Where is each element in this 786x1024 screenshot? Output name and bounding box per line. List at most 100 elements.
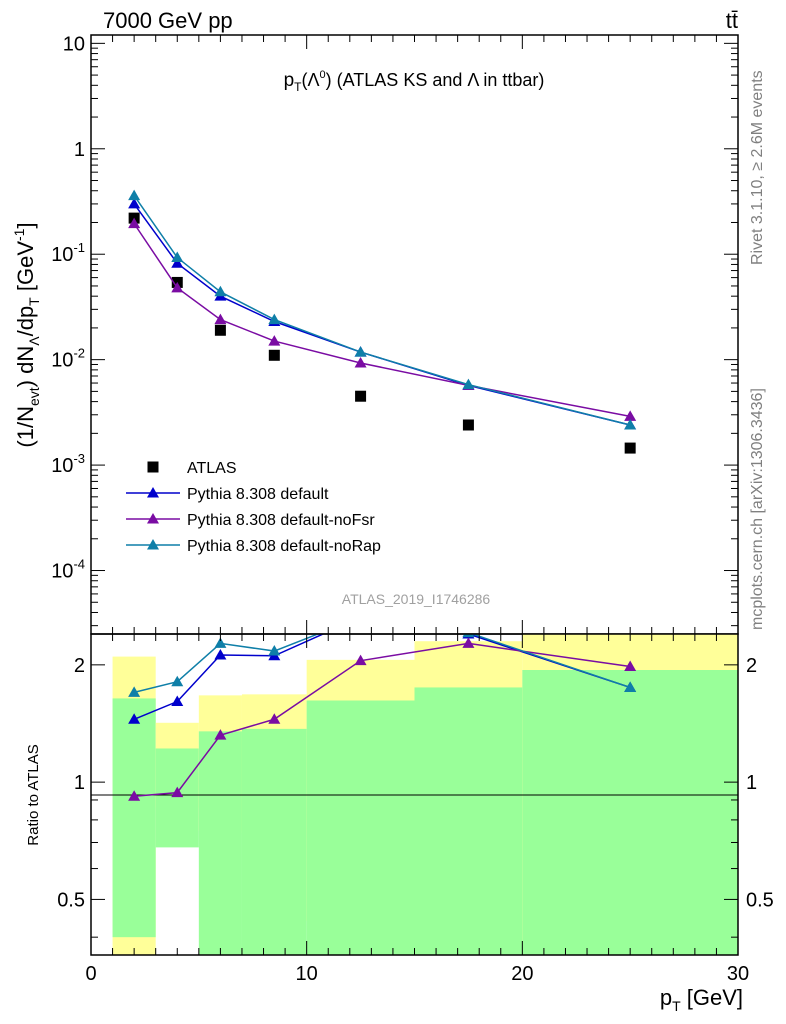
legend-entry: Pythia 8.308 default-noFsr xyxy=(126,512,375,529)
main-data-point xyxy=(171,257,184,268)
ratio-series-group xyxy=(128,611,637,801)
main-y-tick-label: 10 xyxy=(63,33,85,55)
main-y-ticks: 10 1 10-1 10-2 10-3 10-4 xyxy=(51,33,738,627)
ratio-band-green xyxy=(522,670,738,955)
main-data-point xyxy=(624,442,636,454)
ratio-data-point xyxy=(462,637,475,648)
main-data-point xyxy=(214,324,226,336)
legend-label: Pythia 8.308 default-noFsr xyxy=(187,512,375,529)
ratio-data-point xyxy=(624,660,637,672)
legend-entry: ATLAS xyxy=(147,460,237,477)
ratio-y-tick-label-left: 2 xyxy=(74,655,85,677)
ratio-data-point xyxy=(171,675,184,687)
analysis-id-label: ATLAS_2019_I1746286 xyxy=(342,591,491,607)
main-panel: 10 1 10-1 10-2 10-3 10-4 pT(Λ0) (ATLAS KS and… xyxy=(11,33,739,635)
x-tick-label: 0 xyxy=(85,963,96,985)
ratio-data-point xyxy=(171,786,184,798)
ratio-y-tick-label-left: 0.5 xyxy=(57,889,85,911)
main-y-tick-label: 10-3 xyxy=(51,451,85,477)
ratio-band-green xyxy=(155,748,199,848)
ratio-data-point xyxy=(128,713,141,724)
main-y-tick-label: 10-1 xyxy=(51,240,85,266)
main-data-point xyxy=(128,197,141,209)
legend: ATLAS Pythia 8.308 default Pythia 8.308 de… xyxy=(126,460,381,555)
header-process-label: tt̄ xyxy=(726,8,738,33)
main-y-tick-label: 10-2 xyxy=(51,346,85,372)
ratio-data-point xyxy=(214,648,227,660)
rivet-version-label: Rivet 3.1.10, ≥ 2.6M events xyxy=(749,70,766,265)
main-data-point xyxy=(354,346,367,357)
main-data-point xyxy=(268,335,281,346)
ratio-data-point xyxy=(355,611,367,622)
ratio-data-point xyxy=(214,729,227,740)
main-data-point xyxy=(128,217,141,229)
header-energy-label: 7000 GeV pp xyxy=(103,8,233,33)
x-tick-label: 30 xyxy=(727,963,749,985)
legend-label: Pythia 8.308 default xyxy=(187,486,329,503)
ratio-y-tick-label-right: 2 xyxy=(746,655,757,677)
ratio-data-point xyxy=(128,686,141,697)
legend-label: ATLAS xyxy=(187,460,237,477)
main-y-axis-label: (1/Nevt) dNΛ/dpT [GeV-1] xyxy=(11,222,42,447)
ratio-data-point xyxy=(624,681,637,692)
legend-label: Pythia 8.308 default-noRap xyxy=(187,538,381,555)
main-data-point xyxy=(462,419,474,431)
legend-marker xyxy=(147,513,159,524)
ratio-band-green xyxy=(241,728,307,955)
ratio-panel: 0.5 0.5 1 1 2 2 Ratio to ATLAS xyxy=(25,611,774,956)
ratio-y-ticks: 0.5 0.5 1 1 2 2 xyxy=(57,655,774,938)
legend-marker xyxy=(147,487,159,498)
main-series-line xyxy=(133,203,631,426)
main-data-point xyxy=(128,189,141,201)
ratio-y-tick-label-left: 1 xyxy=(74,772,85,794)
main-data-point xyxy=(624,418,637,430)
main-data-point xyxy=(624,410,637,421)
legend-marker xyxy=(147,461,159,473)
ratio-y-tick-label-right: 0.5 xyxy=(746,889,774,911)
ratio-y-axis-label: Ratio to ATLAS xyxy=(25,744,42,845)
legend-entry: Pythia 8.308 default xyxy=(126,486,329,503)
ratio-data-point xyxy=(355,611,367,622)
ratio-y-tick-label-right: 1 xyxy=(746,772,757,794)
main-series-line xyxy=(133,223,631,418)
ratio-band-green xyxy=(306,700,415,955)
main-data-point xyxy=(355,390,367,402)
x-tick-label: 10 xyxy=(296,963,318,985)
legend-entry: Pythia 8.308 default-noRap xyxy=(126,538,381,555)
main-data-point xyxy=(171,251,184,263)
mcplots-reference-label: mcplots.cern.ch [arXiv:1306.3436] xyxy=(749,388,766,630)
x-tick-label: 20 xyxy=(511,963,533,985)
main-data-point xyxy=(268,313,281,325)
main-data-point xyxy=(171,281,184,293)
ratio-band-green xyxy=(112,698,156,938)
ratio-band-green xyxy=(414,687,523,955)
ratio-data-point xyxy=(128,790,141,801)
ratio-uncertainty-bands xyxy=(112,634,738,955)
main-series-3 xyxy=(128,189,637,430)
ratio-data-point xyxy=(171,695,184,707)
main-data-point xyxy=(268,349,280,361)
main-series-2 xyxy=(128,217,637,421)
ratio-data-point xyxy=(354,654,367,666)
main-data-point xyxy=(214,313,227,325)
ratio-series-2 xyxy=(128,611,637,697)
ratio-data-point xyxy=(268,713,281,724)
main-series-1 xyxy=(128,197,637,430)
main-data-point xyxy=(354,356,367,368)
x-axis-ticks: 0 10 20 30 xyxy=(85,35,749,985)
ratio-band-green xyxy=(198,731,242,955)
ratio-data-point xyxy=(462,634,475,638)
main-data-point xyxy=(214,285,227,297)
main-title: pT(Λ0) (ATLAS KS and Λ in ttbar) xyxy=(284,69,545,94)
x-axis-label: pT [GeV] xyxy=(660,985,743,1014)
main-series-group xyxy=(128,189,637,454)
main-series-0 xyxy=(128,212,636,454)
ratio-data-point xyxy=(214,637,227,648)
main-y-tick-label: 10-4 xyxy=(51,557,85,583)
main-data-point xyxy=(462,378,475,390)
ratio-series-1 xyxy=(128,637,637,801)
main-y-tick-label: 1 xyxy=(74,139,85,161)
legend-marker xyxy=(147,539,159,550)
ratio-data-point xyxy=(268,645,281,656)
